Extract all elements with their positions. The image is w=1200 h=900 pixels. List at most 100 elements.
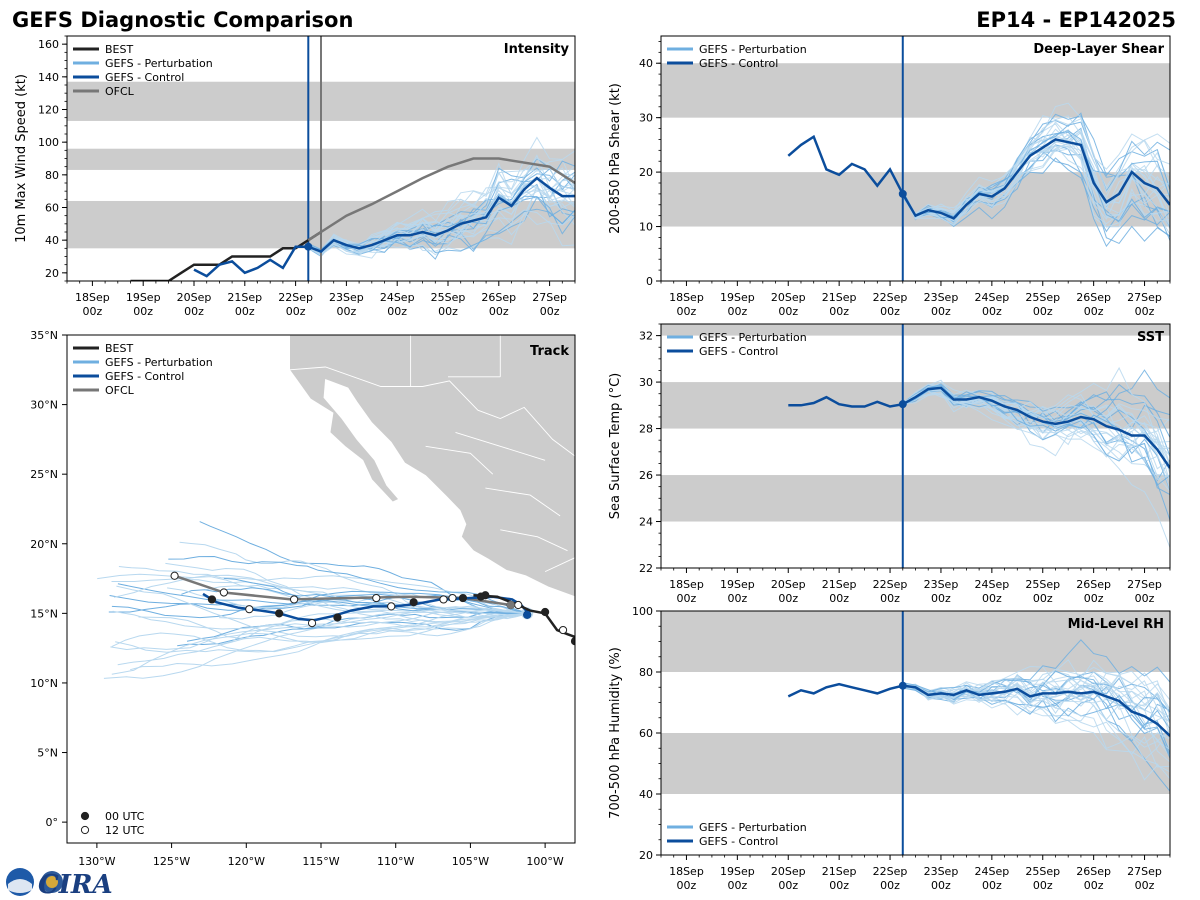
ofcl-track-point — [219, 588, 228, 597]
best-track-point — [570, 637, 575, 646]
x-tick-hour: 00z — [1135, 592, 1155, 605]
y-axis-label: 10m Max Wind Speed (kt) — [14, 74, 29, 243]
legend-label-1: GEFS - Control — [699, 345, 778, 358]
legend-label-0: GEFS - Perturbation — [699, 43, 807, 56]
best-line — [130, 230, 322, 281]
x-tick-hour: 00z — [931, 879, 951, 892]
lat-tick-label: 35°N — [30, 329, 58, 342]
y-tick-label: 20 — [45, 267, 59, 280]
y-tick-label: 60 — [639, 727, 653, 740]
x-tick-day: 25Sep — [1025, 578, 1060, 591]
x-tick-hour: 00z — [778, 305, 798, 318]
y-tick-label: 60 — [45, 202, 59, 215]
x-tick-day: 26Sep — [1076, 578, 1111, 591]
x-tick-day: 19Sep — [126, 291, 161, 304]
lon-tick-label: 100°W — [526, 855, 563, 868]
map-content — [97, 335, 575, 679]
x-tick-hour: 00z — [727, 305, 747, 318]
x-tick-day: 18Sep — [669, 578, 704, 591]
control-init-marker — [304, 242, 313, 251]
x-tick-day: 27Sep — [532, 291, 567, 304]
gefs-control-line — [193, 176, 575, 278]
control-track-point — [333, 613, 342, 622]
x-tick-hour: 00z — [982, 592, 1002, 605]
ofcl-track-point — [448, 593, 457, 603]
x-tick-hour: 00z — [1033, 305, 1053, 318]
x-tick-hour: 00z — [1033, 592, 1053, 605]
threshold-band-2 — [661, 324, 1170, 336]
x-tick-day: 24Sep — [974, 865, 1009, 878]
perturbation-track-line — [179, 541, 529, 618]
lon-tick-label: 120°W — [228, 855, 265, 868]
y-tick-label: 80 — [45, 169, 59, 182]
x-tick-day: 20Sep — [177, 291, 212, 304]
y-tick-label: 10 — [639, 221, 653, 234]
perturbation-track-line — [199, 521, 529, 615]
lon-tick-label: 110°W — [377, 855, 414, 868]
perturbation-member-line — [902, 393, 1170, 483]
lat-tick-label: 0° — [46, 816, 59, 829]
perturbation-member-line — [902, 670, 1170, 717]
x-tick-day: 25Sep — [431, 291, 466, 304]
storm-id: EP14 - EP142025 — [976, 8, 1176, 32]
intensity-panel: 2040608010012014016018Sep00z19Sep00z20Se… — [14, 35, 576, 318]
perturbation-member-line — [902, 392, 1170, 466]
perturbation-member-line — [902, 113, 1170, 215]
perturbation-member-line — [902, 131, 1170, 219]
legend-label-1: GEFS - Control — [699, 835, 778, 848]
panel-title: Track — [530, 344, 569, 359]
x-tick-day: 18Sep — [75, 291, 110, 304]
lon-tick-label: 130°W — [78, 855, 115, 868]
control-init-marker — [898, 681, 907, 690]
plot-content — [661, 36, 1170, 281]
y-tick-label: 0 — [646, 275, 653, 288]
panel-title: SST — [1137, 330, 1164, 345]
x-tick-day: 23Sep — [329, 291, 364, 304]
mexico-land — [289, 335, 575, 598]
x-tick-hour: 00z — [489, 305, 509, 318]
x-tick-hour: 00z — [778, 592, 798, 605]
legend-label-2: GEFS - Control — [105, 71, 184, 84]
perturbation-member-line — [902, 118, 1170, 215]
x-tick-day: 24Sep — [380, 291, 415, 304]
x-tick-day: 19Sep — [720, 865, 755, 878]
perturbation-track-line — [116, 585, 529, 638]
best-track-point — [558, 625, 568, 635]
x-tick-hour: 00z — [540, 305, 560, 318]
state-border — [544, 557, 575, 573]
y-tick-label: 20 — [639, 166, 653, 179]
y-tick-label: 32 — [639, 330, 653, 343]
x-tick-day: 21Sep — [822, 291, 857, 304]
marker-legend-label-1: 12 UTC — [105, 824, 145, 837]
lat-tick-label: 30°N — [30, 399, 58, 412]
perturbation-track-line — [111, 612, 529, 675]
panel-title: Intensity — [504, 42, 570, 57]
x-tick-day: 23Sep — [924, 865, 959, 878]
gefs-control-line — [788, 386, 1170, 469]
best-track-point — [541, 607, 550, 617]
y-tick-label: 20 — [639, 849, 653, 862]
cira-globe-core-icon — [46, 876, 58, 888]
control-init-marker — [898, 400, 907, 409]
x-tick-hour: 00z — [677, 879, 697, 892]
x-tick-hour: 00z — [286, 305, 306, 318]
y-tick-label: 40 — [45, 234, 59, 247]
x-tick-hour: 00z — [1135, 879, 1155, 892]
perturbation-member-line — [308, 167, 575, 257]
x-tick-hour: 00z — [829, 305, 849, 318]
x-tick-hour: 00z — [880, 305, 900, 318]
perturbation-track-line — [223, 577, 529, 614]
best-track-point — [514, 600, 523, 610]
perturbation-member-line — [902, 671, 1170, 756]
x-tick-hour: 00z — [1135, 305, 1155, 318]
threshold-band-1 — [661, 63, 1170, 118]
legend-label-2: GEFS - Control — [105, 370, 184, 383]
lat-tick-label: 20°N — [30, 538, 58, 551]
track-panel: 130°W 125°W 120°W 115°W 110°W 105°W 100°W 0° 5°N… — [30, 329, 576, 868]
perturbation-track-line — [130, 612, 529, 671]
x-tick-day: 21Sep — [227, 291, 262, 304]
x-tick-hour: 00z — [1084, 305, 1104, 318]
perturbation-track-line — [219, 596, 529, 620]
perturbation-track-line — [111, 594, 529, 619]
